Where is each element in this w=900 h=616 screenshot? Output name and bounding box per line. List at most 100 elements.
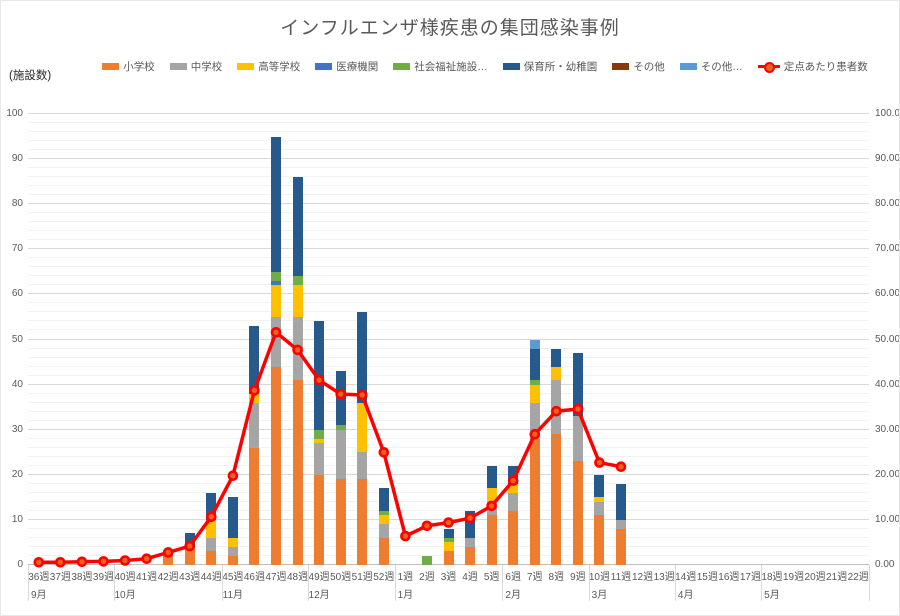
gridline [28,131,869,133]
line-marker [550,405,562,417]
x-month-label: 5月 [764,590,780,601]
gridline [28,275,869,277]
line-marker [33,556,45,568]
y-right-tick-label: 10.00 [875,513,900,525]
x-tick-label: 20週 [804,572,826,583]
bar-2週 [421,114,432,565]
bar-3週 [443,114,454,565]
x-tick-label: 10週 [588,572,610,583]
bar-segment-高等学校 [594,497,605,502]
x-tick-label: 37週 [49,572,71,583]
line-marker [76,556,88,568]
line-marker [249,385,260,396]
bar-segment-保育所・幼稚園 [486,465,497,489]
month-separator [761,565,763,601]
bar-segment-中学校 [314,443,325,475]
bar-segment-中学校 [249,402,260,448]
bar-4週 [465,114,476,565]
y-left-tick-label: 100 [6,108,23,119]
x-tick-label: 9週 [570,572,586,583]
x-tick-label: 3週 [440,572,457,583]
gridline [28,239,869,241]
y-left-tick-label: 20 [11,468,23,480]
x-tick-label: 51週 [351,572,373,583]
bar-segment-中学校 [378,524,389,538]
line-marker [400,530,411,542]
x-month-label: 12月 [308,590,330,601]
bar-45週 [227,114,238,565]
gridline [28,527,869,529]
y-right-tick-label: 70.00 [875,243,900,255]
legend-item-小学校: 小学校 [102,59,155,74]
bar-segment-中学校 [508,492,519,511]
gridline [28,437,869,439]
legend-swatch-icon [102,62,120,70]
legend-item-医療機関: 医療機関 [315,59,378,74]
bar-segment-高等学校 [508,483,519,493]
x-tick-label: 50週 [330,572,352,583]
x-month-label: 11月 [222,590,244,601]
bar-segment-小学校 [486,515,497,565]
y-right-tick-label: 20.00 [875,468,900,480]
bar-segment-保育所・幼稚園 [227,497,238,538]
x-tick-label: 49週 [308,572,330,583]
x-tick-label: 14週 [675,572,697,583]
x-tick-label: 11週 [610,572,632,583]
legend-item-定点あたり患者数: 定点あたり患者数 [757,59,868,74]
y-right-tick-label: 90.00 [875,153,900,165]
gridline [28,221,869,223]
x-month-label: 9月 [31,590,47,601]
y-right-tick-label: 50.00 [875,333,900,345]
y-left-tick-label: 60 [11,288,23,300]
gridline [28,257,869,259]
x-tick-label: 40週 [114,572,136,583]
bar-segment-社会福祉施設… [314,429,325,439]
legend-swatch-icon [679,62,697,70]
bar-segment-高等学校 [529,384,540,403]
bar-segment-小学校 [508,510,519,565]
y-left-tick-label: 0 [17,559,23,570]
bar-segment-小学校 [551,434,562,565]
bar-segment-小学校 [163,551,174,565]
bar-segment-高等学校 [270,285,281,317]
legend-swatch-icon [315,62,333,70]
x-tick-label: 47週 [265,572,287,583]
bar-segment-保育所・幼稚園 [529,348,540,381]
y-right-tick-label: 100.00 [875,108,900,119]
bar-segment-小学校 [594,515,605,565]
bar-segment-小学校 [335,479,346,565]
line-marker [270,327,282,338]
x-tick-label: 6週 [505,572,521,583]
bar-segment-保育所・幼稚園 [443,528,454,538]
bar-segment-保育所・幼稚園 [206,492,217,520]
bar-segment-小学校 [227,555,238,565]
bar-43週 [184,114,195,565]
gridline [28,194,869,196]
line-marker [615,461,627,473]
gridline [28,356,869,358]
bar-segment-中学校 [206,537,217,552]
bar-segment-中学校 [357,452,368,480]
gridline [28,455,869,457]
line-marker [378,446,390,458]
month-separator [28,565,29,601]
line-path [38,329,622,565]
bar-segment-小学校 [529,438,540,565]
bar-segment-保育所・幼稚園 [616,483,626,520]
gridline [28,383,869,385]
legend-line-marker-icon [757,61,780,73]
x-tick-label: 8週 [548,572,565,583]
bar-segment-医療機関 [270,280,281,286]
gridline [28,509,869,511]
gridline [28,302,869,304]
bar-segment-保育所・幼稚園 [270,136,281,272]
line-marker [313,374,325,386]
x-tick-label: 41週 [136,572,158,583]
bar-segment-保育所・幼稚園 [465,510,476,538]
bar-segment-中学校 [270,316,281,367]
gridline [28,158,869,160]
x-tick-label: 4週 [462,572,478,583]
bar-segment-高等学校 [292,285,303,317]
bar-segment-小学校 [249,447,260,565]
y-right-tick-label: 60.00 [875,288,900,300]
